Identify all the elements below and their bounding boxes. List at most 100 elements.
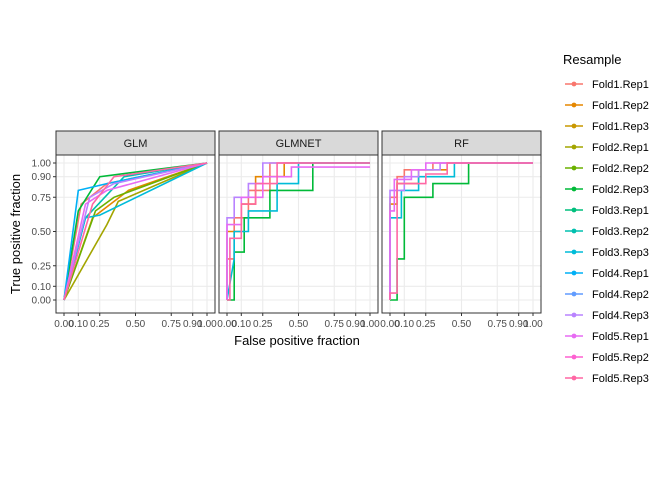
roc-curve-fold2-rep3 <box>227 162 370 301</box>
legend-label: Fold2.Rep1 <box>592 142 649 154</box>
legend-key-point <box>571 207 577 213</box>
x-tick-label: 0.00 <box>380 319 400 330</box>
legend-label: Fold3.Rep2 <box>592 226 649 238</box>
legend-item: Fold4.Rep1 <box>565 268 649 280</box>
y-tick-label: 0.90 <box>32 172 52 183</box>
x-tick-label: 1.00 <box>523 319 543 330</box>
legend-item: Fold3.Rep3 <box>565 247 649 259</box>
x-tick-label: 0.10 <box>69 319 89 330</box>
legend-label: Fold2.Rep3 <box>592 184 649 196</box>
x-tick-label: 0.90 <box>183 319 203 330</box>
x-tick-label: 0.50 <box>126 319 146 330</box>
roc-curve-fold5-rep1 <box>63 162 208 301</box>
legend-key-point <box>571 228 577 234</box>
roc-curve-fold2-rep2 <box>63 162 208 301</box>
legend-key-point <box>571 144 577 150</box>
x-tick-label: 0.10 <box>232 319 252 330</box>
legend-label: Fold2.Rep2 <box>592 163 649 175</box>
x-tick-label: 0.75 <box>325 319 345 330</box>
y-axis-title: True positive fraction <box>8 174 23 294</box>
legend-key-point <box>571 333 577 339</box>
legend-item: Fold1.Rep1 <box>565 79 649 91</box>
legend-title: Resample <box>563 52 622 67</box>
y-tick-label: 1.00 <box>32 159 52 170</box>
legend-key-point <box>571 291 577 297</box>
x-tick-label: 0.90 <box>509 319 529 330</box>
legend-key-point <box>571 312 577 318</box>
x-tick-label: 0.25 <box>253 319 273 330</box>
roc-curve-fold4-rep3 <box>63 162 208 301</box>
legend-item: Fold2.Rep1 <box>565 142 649 154</box>
y-tick-label: 0.25 <box>32 261 52 272</box>
facet-strip <box>218 130 379 156</box>
legend-item: Fold5.Rep3 <box>565 373 649 385</box>
roc-curve-fold5-rep1 <box>226 166 370 300</box>
legend-label: Fold5.Rep2 <box>592 352 649 364</box>
legend-item: Fold1.Rep3 <box>565 121 649 133</box>
x-tick-label: 0.25 <box>416 319 436 330</box>
legend-label: Fold5.Rep1 <box>592 331 649 343</box>
legend-key-point <box>571 123 577 129</box>
legend-label: Fold3.Rep1 <box>592 205 649 217</box>
facet-strip-label: GLM <box>124 138 148 150</box>
legend-label: Fold4.Rep1 <box>592 268 649 280</box>
facet-strip <box>55 130 216 156</box>
facet-strip-label: GLMNET <box>276 138 322 150</box>
legend-item: Fold5.Rep1 <box>565 331 649 343</box>
legend-key-point <box>571 186 577 192</box>
x-tick-label: 0.75 <box>162 319 182 330</box>
x-tick-label: 1.00 <box>360 319 380 330</box>
legend-label: Fold3.Rep3 <box>592 247 649 259</box>
x-tick-label: 1.00 <box>197 319 217 330</box>
legend-key-point <box>571 375 577 381</box>
legend-item: Fold4.Rep3 <box>565 310 649 322</box>
roc-curve-fold2-rep3 <box>63 162 208 301</box>
roc-curve-fold3-rep3 <box>226 162 370 301</box>
legend-item: Fold4.Rep2 <box>565 289 649 301</box>
roc-curve-fold5-rep3 <box>389 162 533 300</box>
legend-item: Fold1.Rep2 <box>565 100 649 112</box>
legend-key-point <box>571 270 577 276</box>
legend-item: Fold3.Rep1 <box>565 205 649 217</box>
facet-panel-rf: RF 0.000.10 0.25 0.50 0.75 0.901.00 <box>380 130 543 330</box>
legend-key-point <box>571 165 577 171</box>
roc-curve-fold3-rep3 <box>389 162 533 300</box>
x-tick-label: 0.00 <box>54 319 74 330</box>
legend-item: Fold2.Rep3 <box>565 184 649 196</box>
legend-label: Fold1.Rep3 <box>592 121 649 133</box>
roc-curve-fold5-rep1 <box>389 162 533 300</box>
legend-label: Fold1.Rep2 <box>592 100 649 112</box>
legend-key-point <box>571 354 577 360</box>
y-tick-label: 0.10 <box>32 282 52 293</box>
roc-curves <box>63 162 208 301</box>
legend-key-point <box>571 102 577 108</box>
facet-panel-glmnet: GLMNET 0.000.10 0.25 0.50 0.75 0.901.00 <box>217 130 380 330</box>
roc-curves <box>226 162 370 301</box>
y-tick-label: 0.50 <box>32 227 52 238</box>
legend-key-point <box>571 81 577 87</box>
legend-item: Fold3.Rep2 <box>565 226 649 238</box>
y-tick-label: 0.00 <box>32 296 52 307</box>
x-axis-title: False positive fraction <box>234 333 360 348</box>
x-tick-label: 0.50 <box>289 319 309 330</box>
roc-curve-fold5-rep3 <box>227 162 370 301</box>
facet-strip <box>381 130 542 156</box>
x-tick-label: 0.75 <box>488 319 508 330</box>
x-tick-label: 0.50 <box>452 319 472 330</box>
roc-curves <box>389 162 533 301</box>
legend-key-point <box>571 249 577 255</box>
roc-curve-fold2-rep1 <box>63 162 208 301</box>
legend-label: Fold5.Rep3 <box>592 373 649 385</box>
legend-item: Fold5.Rep2 <box>565 352 649 364</box>
legend-item: Fold2.Rep2 <box>565 163 649 175</box>
x-tick-label: 0.00 <box>217 319 237 330</box>
x-tick-label: 0.90 <box>346 319 366 330</box>
x-tick-label: 0.10 <box>395 319 415 330</box>
facet-strip-label: RF <box>454 138 469 150</box>
legend: Resample Fold1.Rep1 Fold1.Rep2 Fold1.Rep3 F… <box>563 52 649 385</box>
x-tick-label: 0.25 <box>90 319 110 330</box>
legend-label: Fold4.Rep2 <box>592 289 649 301</box>
legend-label: Fold4.Rep3 <box>592 310 649 322</box>
